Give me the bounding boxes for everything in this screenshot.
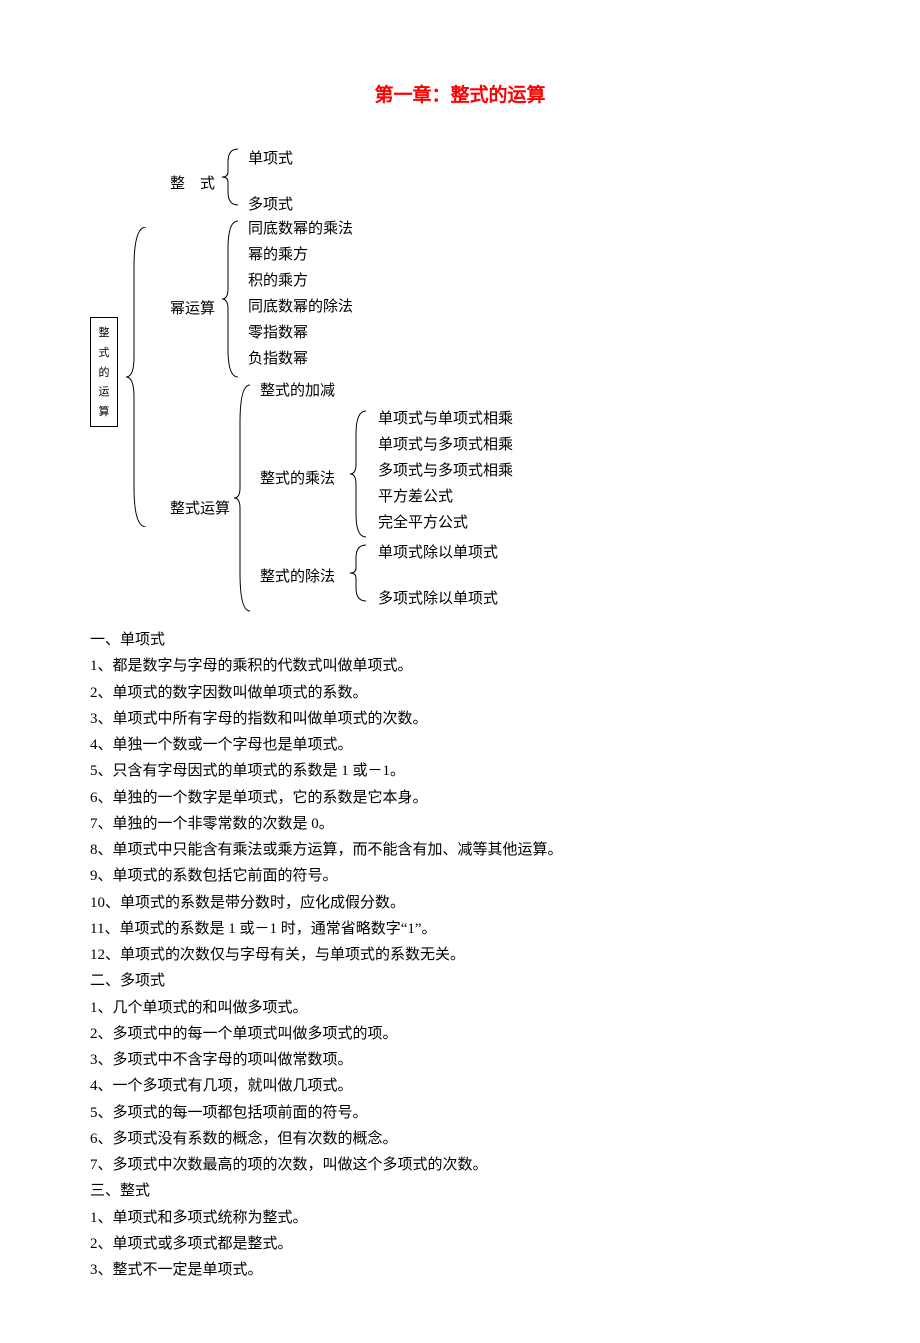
tree-l1b-5: 负指数幂 bbox=[248, 347, 308, 368]
tree-l1-c: 整式运算 bbox=[170, 497, 230, 518]
list-item: 7、多项式中次数最高的项的次数，叫做这个多项式的次数。 bbox=[90, 1152, 830, 1178]
tree-l1cb-0: 单项式与单项式相乘 bbox=[378, 407, 513, 428]
list-item: 5、多项式的每一项都包括项前面的符号。 bbox=[90, 1100, 830, 1126]
tree-l1b-4: 零指数幂 bbox=[248, 321, 308, 342]
tree-root-box: 整式的运算 bbox=[90, 317, 118, 427]
section-heading: 二、多项式 bbox=[90, 968, 830, 994]
tree-l1b-1: 幂的乘方 bbox=[248, 243, 308, 264]
list-item: 2、单项式或多项式都是整式。 bbox=[90, 1231, 830, 1257]
list-item: 4、一个多项式有几项，就叫做几项式。 bbox=[90, 1073, 830, 1099]
tree-l1-a: 整 式 bbox=[170, 172, 215, 193]
list-item: 1、都是数字与字母的乘积的代数式叫做单项式。 bbox=[90, 653, 830, 679]
list-item: 8、单项式中只能含有乘法或乘方运算，而不能含有加、减等其他运算。 bbox=[90, 837, 830, 863]
list-item: 6、单独的一个数字是单项式，它的系数是它本身。 bbox=[90, 785, 830, 811]
list-item: 1、几个单项式的和叫做多项式。 bbox=[90, 995, 830, 1021]
tree-l1cb-1: 单项式与多项式相乘 bbox=[378, 433, 513, 454]
list-item: 10、单项式的系数是带分数时，应化成假分数。 bbox=[90, 890, 830, 916]
content-list: 一、单项式1、都是数字与字母的乘积的代数式叫做单项式。2、单项式的数字因数叫做单… bbox=[90, 627, 830, 1283]
list-item: 9、单项式的系数包括它前面的符号。 bbox=[90, 863, 830, 889]
tree-l1a-1: 多项式 bbox=[248, 193, 293, 214]
list-item: 12、单项式的次数仅与字母有关，与单项式的系数无关。 bbox=[90, 942, 830, 968]
section-heading: 三、整式 bbox=[90, 1178, 830, 1204]
chapter-title: 第一章：整式的运算 bbox=[90, 80, 830, 107]
list-item: 2、单项式的数字因数叫做单项式的系数。 bbox=[90, 680, 830, 706]
concept-tree: 整式的运算 整 式 幂运算 整式运算 单项式 多项式 同底数幂的乘法 幂的乘方 … bbox=[90, 147, 830, 617]
tree-l1a-0: 单项式 bbox=[248, 147, 293, 168]
tree-l1-b: 幂运算 bbox=[170, 297, 215, 318]
tree-l1b-0: 同底数幂的乘法 bbox=[248, 217, 353, 238]
brace-l1c bbox=[232, 383, 257, 613]
tree-l1c-c: 整式的除法 bbox=[260, 565, 335, 586]
section-heading: 一、单项式 bbox=[90, 627, 830, 653]
brace-l1a bbox=[220, 147, 245, 207]
document-page: 第一章：整式的运算 整式的运算 整 式 幂运算 整式运算 单项式 多项式 同底数… bbox=[0, 0, 920, 1343]
tree-l1cb-2: 多项式与多项式相乘 bbox=[378, 459, 513, 480]
brace-l1c-c bbox=[348, 543, 373, 603]
tree-l1cc-1: 多项式除以单项式 bbox=[378, 587, 498, 608]
tree-l1cb-3: 平方差公式 bbox=[378, 485, 453, 506]
list-item: 2、多项式中的每一个单项式叫做多项式的项。 bbox=[90, 1021, 830, 1047]
brace-l1b bbox=[220, 219, 245, 379]
brace-root bbox=[124, 227, 154, 527]
tree-l1b-2: 积的乘方 bbox=[248, 269, 308, 290]
list-item: 3、单项式中所有字母的指数和叫做单项式的次数。 bbox=[90, 706, 830, 732]
list-item: 1、单项式和多项式统称为整式。 bbox=[90, 1205, 830, 1231]
brace-l1c-b bbox=[348, 409, 373, 539]
list-item: 4、单独一个数或一个字母也是单项式。 bbox=[90, 732, 830, 758]
list-item: 6、多项式没有系数的概念，但有次数的概念。 bbox=[90, 1126, 830, 1152]
list-item: 3、多项式中不含字母的项叫做常数项。 bbox=[90, 1047, 830, 1073]
tree-l1cc-0: 单项式除以单项式 bbox=[378, 541, 498, 562]
list-item: 11、单项式的系数是 1 或－1 时，通常省略数字“1”。 bbox=[90, 916, 830, 942]
tree-l1b-3: 同底数幂的除法 bbox=[248, 295, 353, 316]
tree-l1c-b: 整式的乘法 bbox=[260, 467, 335, 488]
list-item: 3、整式不一定是单项式。 bbox=[90, 1257, 830, 1283]
list-item: 7、单独的一个非零常数的次数是 0。 bbox=[90, 811, 830, 837]
list-item: 5、只含有字母因式的单项式的系数是 1 或－1。 bbox=[90, 758, 830, 784]
tree-l1cb-4: 完全平方公式 bbox=[378, 511, 468, 532]
tree-l1c-a: 整式的加减 bbox=[260, 379, 335, 400]
